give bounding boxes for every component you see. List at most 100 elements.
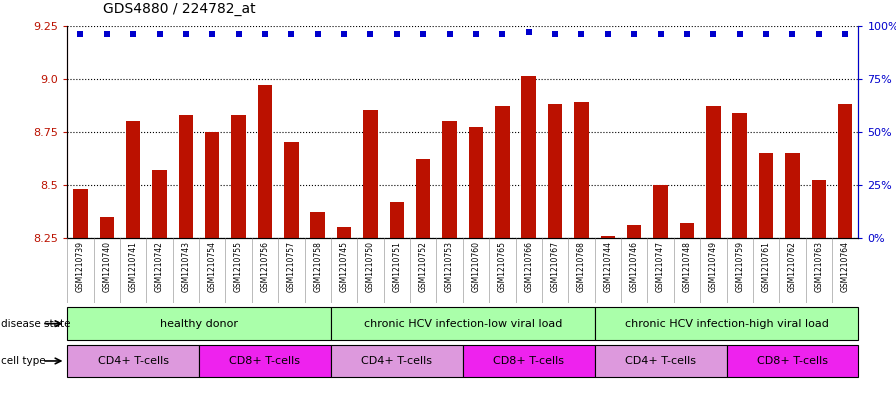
Text: GSM1210742: GSM1210742 — [155, 241, 164, 292]
Point — [548, 31, 563, 37]
Point — [126, 31, 141, 37]
Text: GSM1210751: GSM1210751 — [392, 241, 401, 292]
Bar — [785, 153, 800, 238]
Text: chronic HCV infection-low viral load: chronic HCV infection-low viral load — [364, 319, 562, 329]
Bar — [363, 110, 378, 238]
Text: GSM1210747: GSM1210747 — [656, 241, 665, 292]
Point — [73, 31, 88, 37]
Text: GSM1210761: GSM1210761 — [762, 241, 771, 292]
Bar — [759, 153, 773, 238]
Bar — [732, 112, 747, 238]
Point — [653, 31, 668, 37]
Bar — [462, 345, 595, 377]
Bar — [838, 104, 852, 238]
Bar — [67, 345, 199, 377]
Text: GSM1210744: GSM1210744 — [603, 241, 612, 292]
Point — [443, 31, 457, 37]
Point — [363, 31, 377, 37]
Bar — [311, 212, 325, 238]
Text: GSM1210758: GSM1210758 — [314, 241, 323, 292]
Bar — [178, 115, 194, 238]
Text: healthy donor: healthy donor — [160, 319, 238, 329]
Text: CD4+ T-cells: CD4+ T-cells — [625, 356, 696, 366]
Text: GSM1210756: GSM1210756 — [261, 241, 270, 292]
Point — [311, 31, 325, 37]
Text: GSM1210741: GSM1210741 — [129, 241, 138, 292]
Point — [231, 31, 246, 37]
Bar — [199, 345, 331, 377]
Text: GDS4880 / 224782_at: GDS4880 / 224782_at — [103, 2, 255, 16]
Point — [337, 31, 351, 37]
Bar — [495, 106, 510, 238]
Bar — [595, 345, 727, 377]
Text: chronic HCV infection-high viral load: chronic HCV infection-high viral load — [625, 319, 829, 329]
Bar — [73, 189, 88, 238]
Bar — [812, 180, 826, 238]
Text: GSM1210753: GSM1210753 — [445, 241, 454, 292]
Bar — [416, 159, 430, 238]
Bar — [331, 345, 462, 377]
Point — [99, 31, 114, 37]
Bar — [469, 127, 483, 238]
Point — [733, 31, 747, 37]
Text: GSM1210750: GSM1210750 — [366, 241, 375, 292]
Bar — [337, 227, 351, 238]
Point — [838, 31, 852, 37]
Point — [178, 31, 193, 37]
Text: GSM1210740: GSM1210740 — [102, 241, 111, 292]
Bar — [706, 106, 720, 238]
Text: GSM1210745: GSM1210745 — [340, 241, 349, 292]
Text: disease state: disease state — [1, 319, 71, 329]
Bar — [627, 225, 642, 238]
Text: cell type: cell type — [1, 356, 46, 366]
Text: CD4+ T-cells: CD4+ T-cells — [98, 356, 168, 366]
Point — [495, 31, 510, 37]
Point — [390, 31, 404, 37]
Text: GSM1210755: GSM1210755 — [234, 241, 243, 292]
Text: GSM1210752: GSM1210752 — [418, 241, 427, 292]
Bar — [205, 132, 220, 238]
Point — [258, 31, 272, 37]
Text: GSM1210760: GSM1210760 — [471, 241, 480, 292]
Text: GSM1210762: GSM1210762 — [788, 241, 797, 292]
Text: GSM1210743: GSM1210743 — [181, 241, 190, 292]
Text: GSM1210764: GSM1210764 — [840, 241, 849, 292]
Text: GSM1210748: GSM1210748 — [683, 241, 692, 292]
Bar — [653, 185, 668, 238]
Bar — [521, 77, 536, 238]
Point — [284, 31, 298, 37]
Bar — [99, 217, 114, 238]
Text: GSM1210768: GSM1210768 — [577, 241, 586, 292]
Point — [706, 31, 720, 37]
Text: CD8+ T-cells: CD8+ T-cells — [757, 356, 828, 366]
Text: GSM1210759: GSM1210759 — [736, 241, 745, 292]
Point — [152, 31, 167, 37]
Bar — [331, 307, 595, 340]
Bar — [125, 121, 141, 238]
Text: GSM1210754: GSM1210754 — [208, 241, 217, 292]
Text: GSM1210739: GSM1210739 — [76, 241, 85, 292]
Text: GSM1210749: GSM1210749 — [709, 241, 718, 292]
Bar — [443, 121, 457, 238]
Point — [759, 31, 773, 37]
Bar — [152, 170, 167, 238]
Bar — [574, 102, 589, 238]
Text: GSM1210763: GSM1210763 — [814, 241, 823, 292]
Bar — [284, 142, 298, 238]
Point — [521, 29, 536, 35]
Bar — [600, 236, 615, 238]
Point — [469, 31, 483, 37]
Text: CD8+ T-cells: CD8+ T-cells — [493, 356, 564, 366]
Bar — [258, 85, 272, 238]
Bar — [727, 345, 858, 377]
Point — [600, 31, 615, 37]
Bar — [547, 104, 563, 238]
Bar — [231, 115, 246, 238]
Point — [627, 31, 642, 37]
Text: CD4+ T-cells: CD4+ T-cells — [361, 356, 433, 366]
Point — [574, 31, 589, 37]
Text: GSM1210757: GSM1210757 — [287, 241, 296, 292]
Text: GSM1210765: GSM1210765 — [498, 241, 507, 292]
Point — [205, 31, 220, 37]
Point — [785, 31, 799, 37]
